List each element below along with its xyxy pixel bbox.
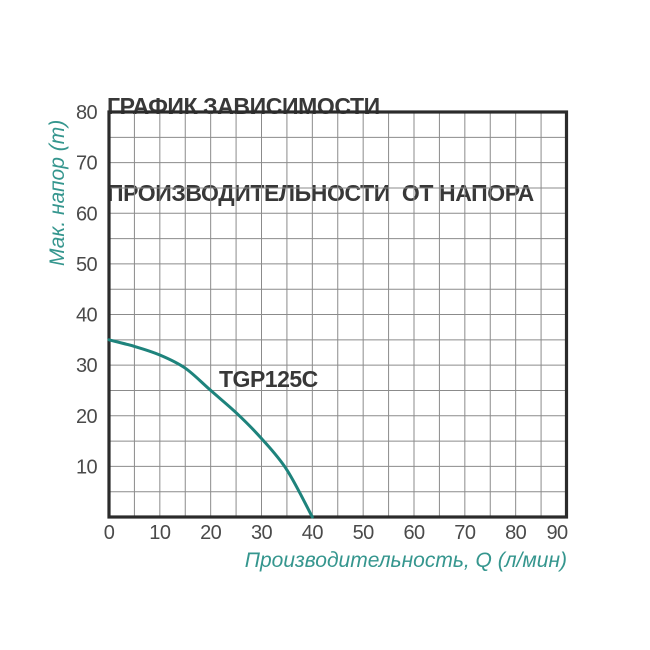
chart-title-line1: ГРАФИК ЗАВИСИМОСТИ (107, 93, 380, 119)
plot-border (107, 110, 569, 519)
y-tick-label: 10 (76, 456, 98, 478)
x-axis-title: Производительность, Q (л/мин) (244, 549, 567, 572)
y-tick-label: 30 (76, 355, 98, 377)
x-tick-label: 70 (454, 522, 476, 544)
y-tick-label: 50 (76, 254, 98, 276)
chart-title-line2: ПРОИЗВОДИТЕЛЬНОСТИ ОТ НАПОРА (107, 180, 534, 206)
x-tick-label: 20 (200, 522, 222, 544)
x-tick-label: 80 (505, 522, 527, 544)
x-tick-label: 50 (353, 522, 375, 544)
x-tick-label: 40 (302, 522, 324, 544)
pump-curve-tgp125c (107, 338, 314, 519)
x-tick-label: 0 (104, 522, 115, 544)
chart-title: ГРАФИК ЗАВИСИМОСТИ ПРОИЗВОДИТЕЛЬНОСТИ ОТ… (107, 34, 534, 266)
x-tick-label: 30 (251, 522, 273, 544)
x-tick-label: 90 (546, 522, 568, 544)
x-tick-label: 60 (403, 522, 425, 544)
y-tick-label: 40 (76, 305, 98, 327)
y-tick-label: 60 (76, 203, 98, 225)
y-tick-label: 70 (76, 153, 98, 175)
series-label-tgp125c: TGP125C (219, 366, 318, 392)
y-tick-label: 80 (76, 102, 98, 124)
y-tick-label: 20 (76, 406, 98, 428)
x-tick-label: 10 (149, 522, 171, 544)
